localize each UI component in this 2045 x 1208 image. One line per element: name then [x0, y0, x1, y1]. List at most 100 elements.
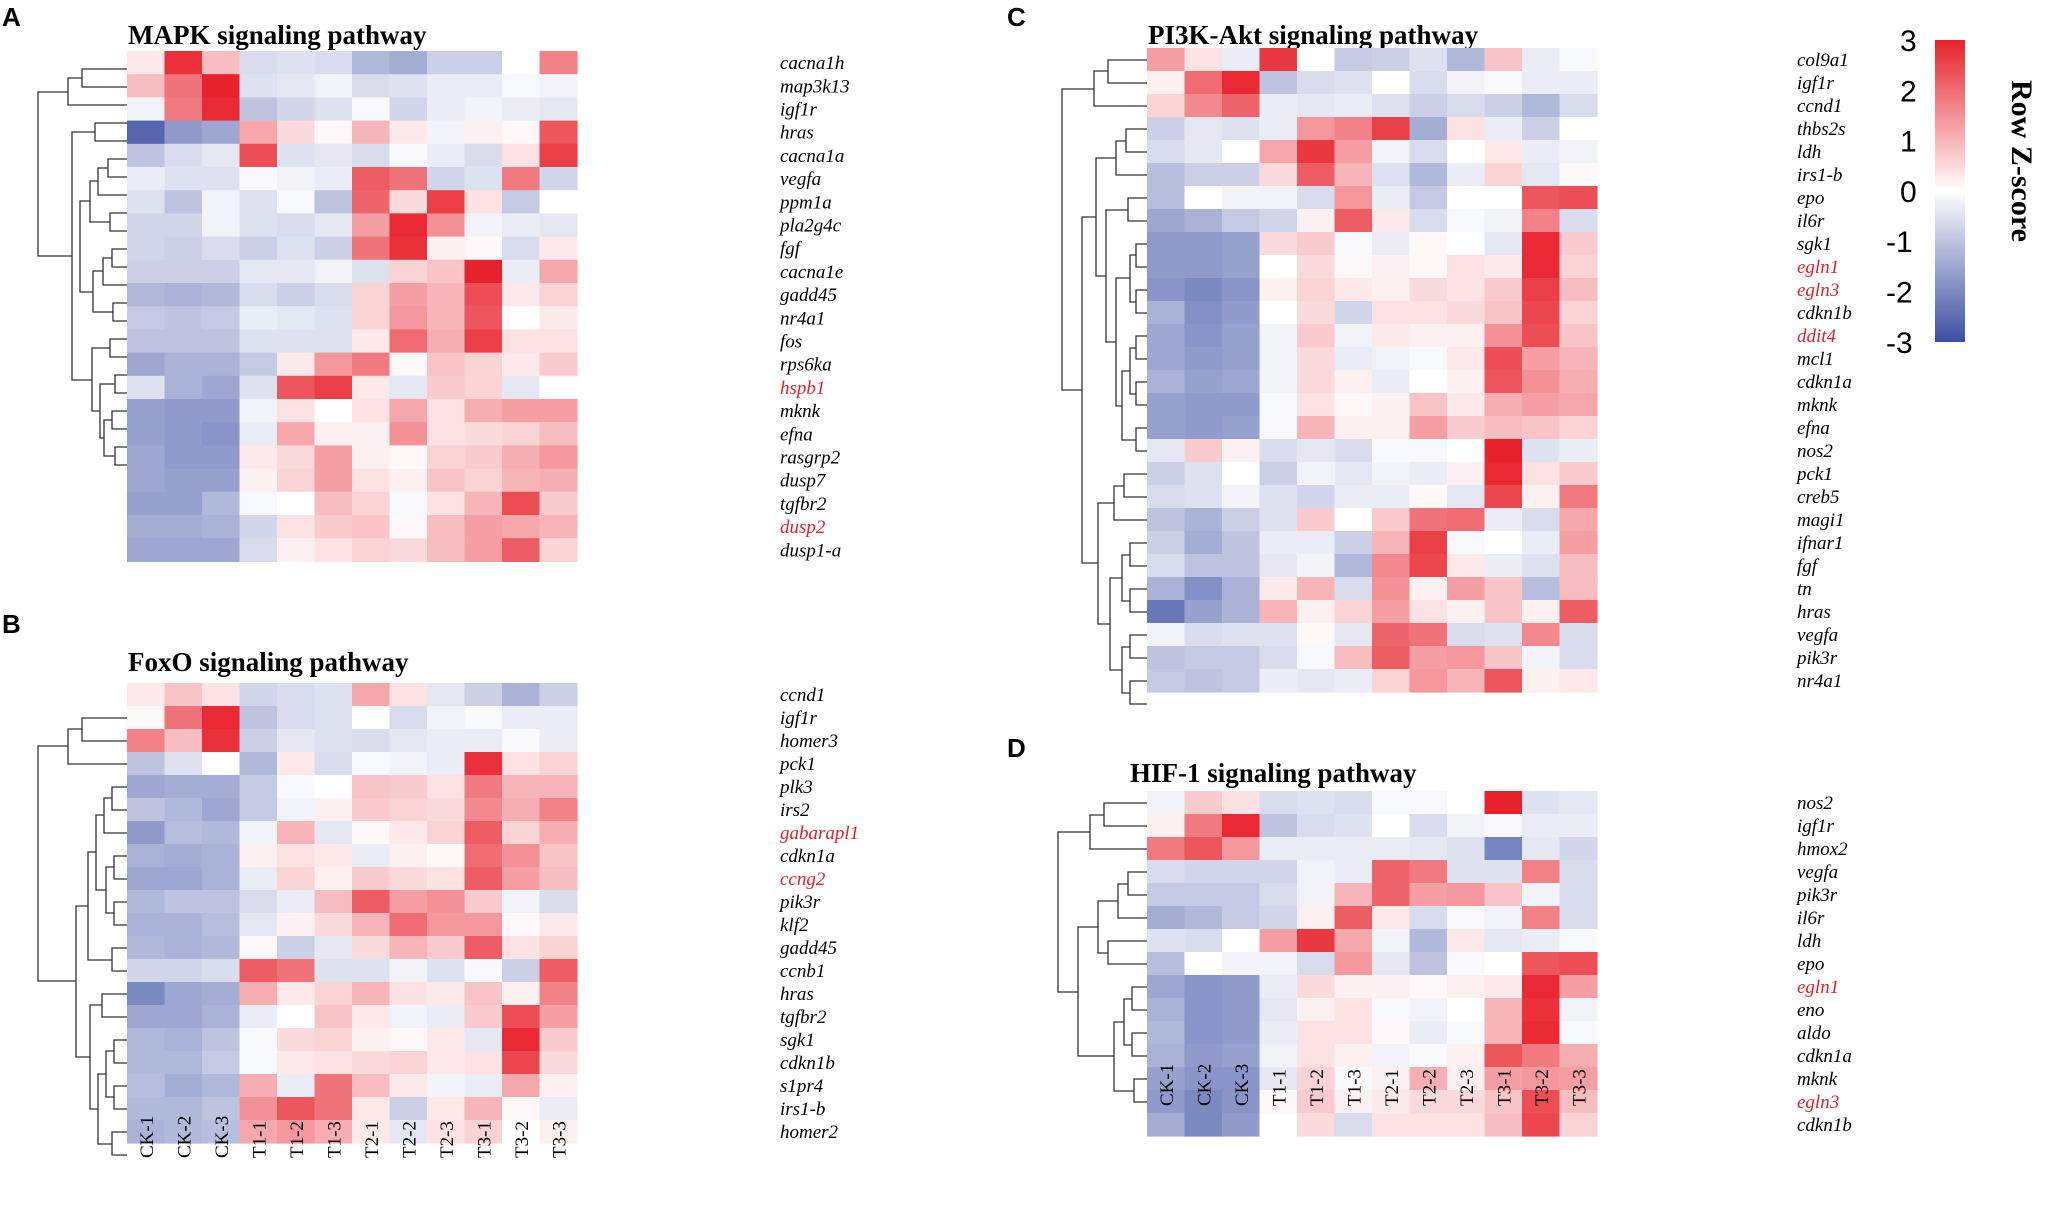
legend-tick--3: -3 [1886, 327, 1913, 360]
row-label-ccnd1: ccnd1 [780, 685, 825, 706]
heatmap-cell-ccnb1-CK-1 [127, 959, 166, 983]
heatmap-cell-sgk1-CK-3 [1222, 232, 1261, 256]
heatmap-cell-vegfa-CK-1 [127, 167, 166, 191]
heatmap-cell-cdkn1b-T2-3 [427, 1051, 466, 1075]
row-label-vegfa: vegfa [1797, 862, 1838, 883]
heatmap-cell-nr4a1-T2-3 [1447, 669, 1486, 693]
heatmap-cell-mknk-T1-2 [1297, 1067, 1336, 1091]
column-label-T1-3: T1-3 [324, 1121, 345, 1158]
heatmap-cell-nr4a1-CK-2 [1184, 669, 1223, 693]
heatmap-cell-cacna1h-CK-3 [202, 51, 241, 75]
heatmap-cell-pik3r-T3-1 [1484, 883, 1523, 907]
heatmap-cell-ccnd1-T2-2 [1409, 94, 1448, 118]
heatmap-cell-mknk-T2-1 [1372, 393, 1411, 417]
heatmap-cell-mknk-T2-3 [1447, 393, 1486, 417]
column-label-CK-1: CK-1 [1157, 1064, 1178, 1106]
heatmap-cell-egln1-CK-2 [1184, 975, 1223, 999]
heatmap-cell-pik3r-T2-1 [1372, 646, 1411, 670]
heatmap-cell-col9a1-T2-1 [1372, 48, 1411, 72]
heatmap-cell-pik3r-CK-2 [1184, 646, 1223, 670]
row-label-mknk: mknk [780, 401, 821, 422]
row-label-il6r: il6r [1797, 211, 1825, 232]
heatmap-cell-efna-T2-1 [352, 422, 391, 446]
heatmap-cell-egln1-T3-3 [1559, 255, 1598, 279]
heatmap-cell-tgfbr2-CK-1 [127, 1005, 166, 1029]
heatmap-cell-ccng2-CK-3 [202, 867, 241, 891]
heatmap-cell-pik3r-T1-2 [277, 890, 316, 914]
legend-tick-0: 0 [1900, 176, 1917, 209]
heatmap-cell-creb5-T2-2 [1409, 485, 1448, 509]
heatmap-cell-thbs2s-T2-3 [1447, 117, 1486, 141]
row-label-cdkn1b: cdkn1b [1797, 1115, 1852, 1136]
heatmap-cell-irs1-b-CK-2 [1184, 163, 1223, 187]
heatmap-cell-fgf-T2-2 [389, 236, 428, 261]
heatmap-cell-il6r-CK-3 [1222, 209, 1261, 233]
row-label-cdkn1a: cdkn1a [1797, 1046, 1852, 1067]
heatmap-cell-cdkn1a-T1-1 [1259, 370, 1298, 394]
heatmap-cell-mknk-T1-1 [1259, 1067, 1298, 1091]
heatmap-cell-efna-T1-3 [1334, 416, 1373, 440]
heatmap-cell-gadd45-T3-1 [464, 283, 503, 307]
heatmap-cell-irs1-b-T1-2 [277, 1097, 316, 1121]
heatmap-cell-irs1-b-T2-2 [1409, 163, 1448, 187]
heatmap-cell-rps6ka-T1-1 [239, 352, 278, 377]
heatmap-cell-efna-CK-1 [1147, 416, 1186, 440]
heatmap-cell-dusp7-CK-1 [127, 468, 166, 493]
heatmap-cell-rps6ka-T3-3 [539, 352, 578, 377]
heatmap-cell-eno-CK-2 [1184, 998, 1223, 1022]
heatmap-cell-hras-CK-3 [202, 120, 241, 145]
heatmap-cell-egln1-CK-1 [1147, 255, 1186, 279]
heatmap-cell-cacna1a-T2-3 [427, 143, 466, 168]
heatmap-cell-fos-T1-3 [314, 329, 353, 354]
heatmap-cell-dusp7-T2-2 [389, 468, 428, 493]
heatmap-cell-cdkn1a-T3-2 [1522, 1044, 1561, 1068]
heatmap-cell-vegfa-T2-3 [427, 167, 466, 191]
heatmap-cell-sgk1-T1-3 [1334, 232, 1373, 256]
heatmap-b-row-labels: ccnd1igf1rhomer3pck1plk3irs2gabarapl1cdk… [778, 685, 859, 1143]
heatmap-cell-ccnb1-CK-2 [164, 959, 203, 983]
heatmap-cell-magi1-T2-1 [1372, 508, 1411, 532]
heatmap-cell-nr4a1-CK-1 [1147, 669, 1186, 693]
heatmap-cell-vegfa-T1-2 [1297, 623, 1336, 647]
heatmap-cell-klf2-T2-2 [389, 913, 428, 937]
heatmap-cell-egln3-T2-2 [1409, 1090, 1448, 1114]
heatmap-cell-cdkn1b-T1-1 [1259, 1113, 1298, 1137]
column-labels-b: CK-1 CK-2 CK-3 T1-1 T1-2 T1-3 T2-1 T2-2 T2-3 T3-1… [137, 1116, 570, 1158]
row-label-vegfa: vegfa [1797, 625, 1838, 646]
heatmap-cell-dusp7-CK-3 [202, 468, 241, 493]
heatmap-cell-ifnar1-T3-3 [1559, 531, 1598, 555]
heatmap-cell-mknk-T3-1 [1484, 393, 1523, 417]
row-label-pik3r: pik3r [1795, 648, 1838, 669]
heatmap-cell-thbs2s-T3-1 [1484, 117, 1523, 141]
heatmap-cell-gabarapl1-T1-2 [277, 821, 316, 845]
heatmap-cell-col9a1-T1-1 [1259, 48, 1298, 72]
heatmap-cell-mknk-T3-1 [1484, 1067, 1523, 1091]
heatmap-cell-dusp1-a-T2-2 [389, 538, 428, 562]
heatmap-cell-rasgrp2-T1-3 [314, 445, 353, 470]
heatmap-cell-sgk1-T1-2 [277, 1028, 316, 1052]
heatmap-cell-ccng2-T2-2 [389, 867, 428, 891]
heatmap-cell-pck1-T3-3 [539, 752, 578, 776]
panel-c: C PI3K-Akt signaling pathway [1007, 2, 1852, 705]
heatmap-cell-eno-CK-3 [1222, 998, 1261, 1022]
heatmap-cell-vegfa-T3-3 [1559, 623, 1598, 647]
heatmap-cell-egln1-T3-1 [1484, 255, 1523, 279]
heatmap-cell-cdkn1b-T1-2 [277, 1051, 316, 1075]
heatmap-cell-gadd45-CK-1 [127, 936, 166, 960]
heatmap-cell-pik3r-T1-2 [1297, 646, 1336, 670]
heatmap-cell-creb5-CK-2 [1184, 485, 1223, 509]
heatmap-cell-hspb1-T1-3 [314, 375, 353, 400]
heatmap-cell-ddit4-T2-3 [1447, 324, 1486, 348]
heatmap-cell-rps6ka-T1-2 [277, 352, 316, 377]
heatmap-cell-fos-T3-3 [539, 329, 578, 354]
heatmap-cell-igf1r-T1-1 [239, 706, 278, 730]
heatmap-cell-ccnb1-CK-3 [202, 959, 241, 983]
heatmap-cell-aldo-CK-1 [1147, 1021, 1186, 1045]
heatmap-cell-homer2-T2-3 [427, 1120, 466, 1144]
heatmap-cell-homer3-T2-3 [427, 729, 466, 753]
heatmap-cell-ldh-T1-2 [1297, 140, 1336, 164]
heatmap-cell-igf1r-T2-3 [427, 97, 466, 122]
heatmap-cell-pck1-CK-1 [127, 752, 166, 776]
heatmap-cell-ldh-T3-1 [1484, 929, 1523, 953]
heatmap-cell-hras-CK-3 [202, 982, 241, 1006]
